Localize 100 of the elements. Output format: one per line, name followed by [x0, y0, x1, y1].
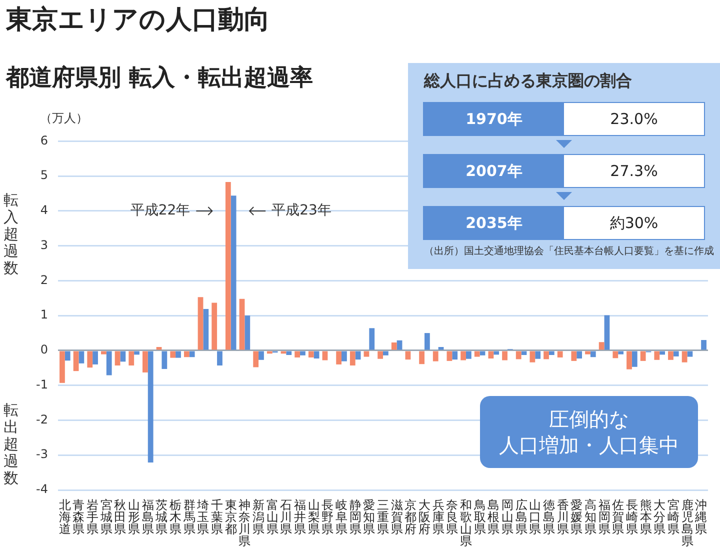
- bar: [673, 351, 679, 356]
- x-tick-label: 福井県: [294, 498, 306, 536]
- x-tick-label: 奈良県: [446, 498, 458, 536]
- x-tick-label: 大阪府: [418, 498, 430, 536]
- y-tick-label: -3: [36, 447, 48, 462]
- chart-title: 東京エリアの人口動向: [6, 4, 270, 37]
- bar: [640, 351, 646, 361]
- text: 約30%: [610, 214, 658, 232]
- bar: [198, 297, 204, 350]
- bar: [432, 351, 438, 362]
- x-tick-label: 埼玉県: [196, 498, 210, 536]
- x-tick-label: 長崎県: [626, 498, 638, 536]
- text: 23.0%: [610, 110, 658, 128]
- category-label: 2007年: [424, 155, 564, 187]
- bar: [378, 351, 383, 359]
- x-tick-label: 山口県: [529, 498, 542, 536]
- x-tick-label: 山形県: [128, 498, 140, 536]
- y-tick-label: 6: [40, 133, 48, 148]
- annotation: （出所）国土交通地理協会「住民基本台帳人口要覧」を基に作成: [424, 244, 714, 258]
- bar: [101, 351, 106, 354]
- bar: [184, 351, 190, 358]
- x-tick-label: 広島県: [515, 498, 528, 536]
- bar: [342, 351, 347, 362]
- x-tick-label: 熊本県: [640, 498, 652, 536]
- bar: [350, 351, 356, 366]
- bar: [148, 351, 154, 462]
- text: 平成22年: [130, 202, 190, 219]
- bar: [244, 316, 250, 350]
- bar: [682, 351, 688, 362]
- bar: [142, 351, 148, 372]
- bar: [405, 351, 411, 360]
- y-tick-label: -4: [36, 482, 48, 496]
- bar: [618, 351, 624, 354]
- x-tick-label: 徳島県: [542, 498, 555, 536]
- text: 平成23年: [272, 202, 332, 219]
- y-tick-label: -1: [36, 377, 48, 392]
- bar: [355, 351, 361, 360]
- bar: [253, 351, 259, 368]
- bar: [544, 351, 549, 360]
- y-tick-label: 4: [40, 203, 48, 218]
- bar: [668, 351, 674, 360]
- x-tick-label: 福島県: [142, 498, 154, 536]
- bar: [176, 351, 181, 358]
- x-tick-label: 秋田県: [114, 498, 126, 536]
- x-tick-label: 鳥取県: [472, 498, 486, 536]
- x-tick-label: 兵庫県: [432, 498, 444, 536]
- bar: [314, 351, 320, 359]
- x-tick-label: 宮城県: [99, 498, 112, 536]
- bar: [203, 308, 209, 350]
- x-tick-label: 石川県: [280, 498, 292, 536]
- bar: [701, 340, 706, 350]
- bar: [626, 351, 632, 370]
- x-tick-label: 鹿児島県: [681, 498, 694, 548]
- bar: [598, 342, 604, 350]
- bar: [189, 351, 195, 358]
- bar: [162, 351, 168, 369]
- bar: [239, 298, 245, 350]
- bar: [535, 351, 541, 359]
- x-tick-label: 群馬県: [182, 498, 196, 536]
- x-tick-label: 青森県: [72, 498, 85, 536]
- bar: [557, 351, 563, 358]
- x-tick-label: 長野県: [322, 498, 334, 536]
- x-tick-label: 和歌山県: [460, 498, 472, 548]
- y-tick-label: 3: [40, 238, 48, 252]
- x-tick-label: 千葉県: [211, 498, 224, 536]
- x-tick-label: 静岡県: [349, 498, 362, 536]
- bar: [530, 351, 536, 362]
- x-tick-label: 島根県: [488, 498, 500, 536]
- bar: [64, 351, 70, 361]
- bar: [424, 333, 430, 350]
- x-tick-label: 岡山県: [501, 498, 514, 536]
- bar: [60, 351, 65, 383]
- text: 総人口に占める東京圏の割合: [424, 71, 632, 92]
- x-tick-label: 福岡県: [598, 498, 610, 536]
- x-tick-label: 北海道: [58, 498, 71, 536]
- bar: [494, 351, 500, 355]
- bar: [419, 351, 424, 364]
- bar: [336, 351, 342, 364]
- bar: [280, 351, 286, 354]
- bar: [106, 351, 112, 376]
- x-tick-label: 東京都: [224, 498, 237, 536]
- x-tick-label: 滋賀県: [390, 498, 403, 536]
- bar: [516, 351, 522, 360]
- bar: [585, 351, 590, 354]
- y-tick-label: -2: [36, 412, 48, 426]
- x-tick-label: 栃木県: [170, 498, 182, 536]
- bar: [230, 196, 236, 350]
- bar: [294, 351, 300, 358]
- x-tick-label: 山梨県: [308, 498, 320, 536]
- bar: [73, 351, 79, 372]
- y-tick-label: 1: [40, 308, 48, 322]
- x-tick-label: 宮崎県: [667, 498, 680, 536]
- bar: [134, 351, 140, 355]
- x-tick-label: 茨城県: [154, 498, 168, 536]
- x-tick-label: 新潟県: [252, 498, 265, 536]
- bar: [217, 351, 222, 366]
- bar: [92, 351, 98, 364]
- x-tick-label: 大分県: [654, 498, 666, 536]
- y-axis-title: （万人）: [40, 110, 88, 127]
- bar: [571, 351, 577, 361]
